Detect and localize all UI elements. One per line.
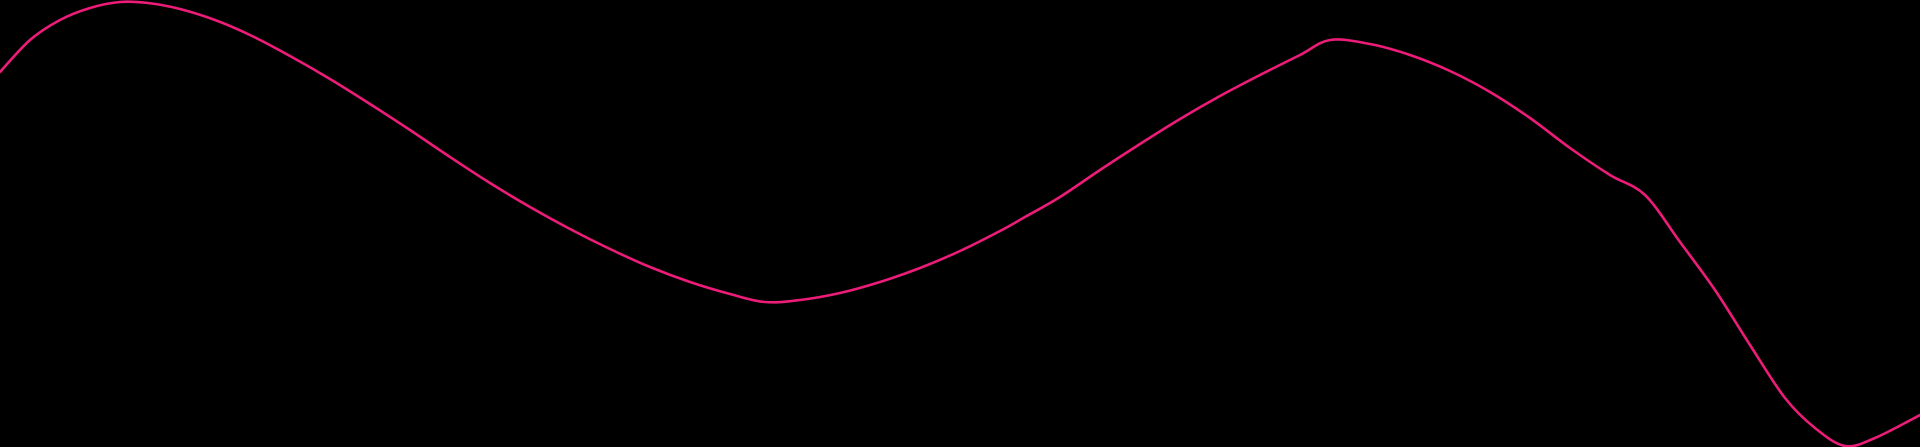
plot-canvas [0,0,1920,447]
plot-background [0,0,1920,447]
line-series-curve-1[interactable] [0,0,1920,447]
plot-root [0,0,1920,447]
series-group [0,0,1920,447]
